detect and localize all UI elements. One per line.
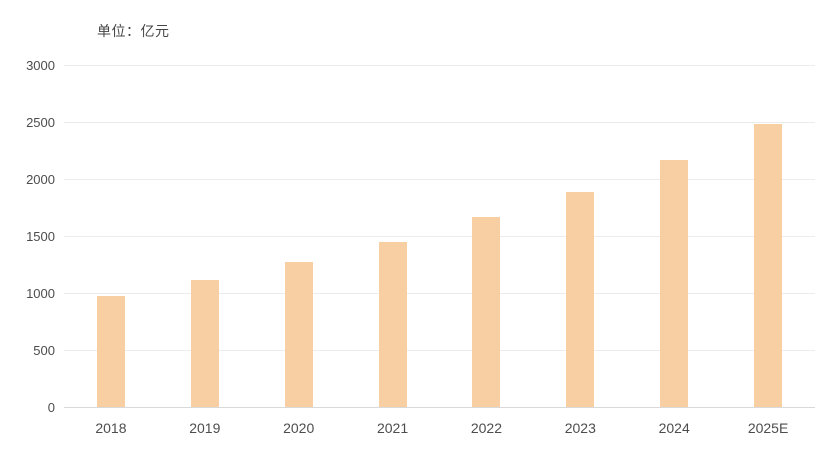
x-tick-label-2019: 2019 <box>189 420 221 436</box>
x-tick-label-2021: 2021 <box>376 420 409 436</box>
x-tick-label-2024: 2024 <box>658 420 690 436</box>
x-tick-label-2022: 2022 <box>470 420 503 436</box>
bar-2021[interactable] <box>378 241 407 407</box>
bar-2020[interactable] <box>284 262 313 407</box>
bar-2023[interactable] <box>566 191 595 407</box>
bar-2025E[interactable] <box>754 124 783 407</box>
x-tick-label-2025E: 2025E <box>747 420 789 436</box>
x-tick-label-2018: 2018 <box>95 420 127 436</box>
y-tick-label-1500: 1500 <box>26 229 55 244</box>
bar-2022[interactable] <box>472 216 501 407</box>
bar-2024[interactable] <box>660 159 689 407</box>
y-tick-label-3000: 3000 <box>26 58 55 73</box>
x-axis-line <box>64 407 815 408</box>
y-tick-label-500: 500 <box>33 343 55 358</box>
bar-2018[interactable] <box>96 296 125 407</box>
gridline-2000 <box>64 179 815 180</box>
gridline-1000 <box>64 293 815 294</box>
x-tick-label-2020: 2020 <box>283 420 315 436</box>
y-tick-label-2500: 2500 <box>26 115 55 130</box>
gridline-500 <box>64 350 815 351</box>
unit-label: 单位：亿元 <box>97 23 170 39</box>
y-tick-label-1000: 1000 <box>26 286 55 301</box>
y-tick-label-0: 0 <box>47 400 55 415</box>
bar-2019[interactable] <box>190 280 219 407</box>
y-tick-label-2000: 2000 <box>26 172 55 187</box>
gridline-3000 <box>64 65 815 66</box>
plot-area <box>64 65 815 408</box>
x-tick-label-2023: 2023 <box>564 420 596 436</box>
gridline-1500 <box>64 236 815 237</box>
gridline-2500 <box>64 122 815 123</box>
